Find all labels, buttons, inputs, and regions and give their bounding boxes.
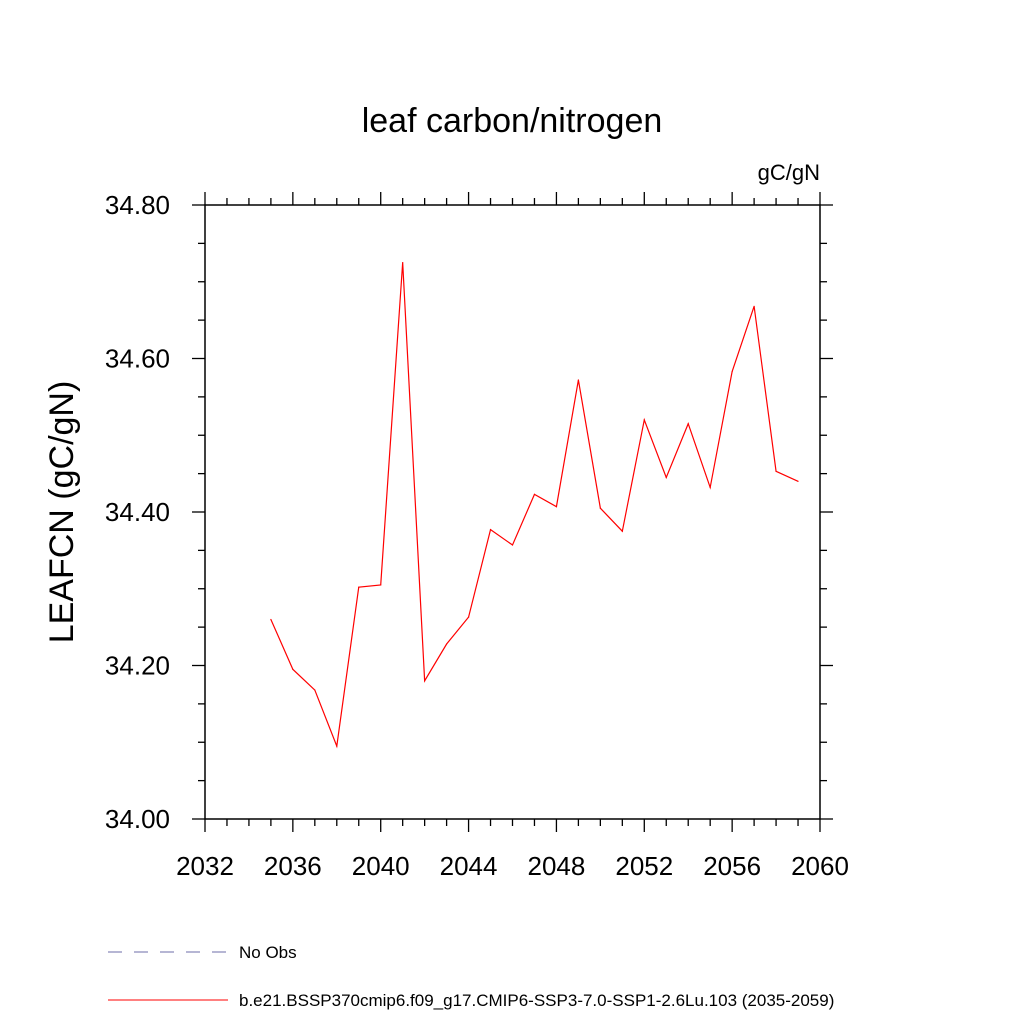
y-tick-label: 34.40 — [105, 497, 170, 527]
legend: No Obs b.e21.BSSP370cmip6.f09_g17.CMIP6-S… — [108, 943, 834, 1010]
data-point — [775, 470, 777, 472]
data-point — [731, 370, 733, 373]
series-layer — [270, 261, 799, 749]
data-point — [533, 493, 536, 495]
data-point — [446, 643, 448, 645]
plot-frame — [204, 204, 821, 820]
y-tick-label: 34.00 — [105, 804, 170, 834]
data-point — [358, 586, 360, 588]
x-tick-label: 2032 — [176, 851, 234, 881]
data-point — [621, 530, 623, 532]
chart-title: leaf carbon/nitrogen — [362, 102, 663, 140]
data-point — [270, 618, 272, 621]
x-tick-label: 2060 — [791, 851, 849, 881]
data-point — [665, 476, 667, 479]
units-label: gC/gN — [758, 160, 820, 185]
x-tick-label: 2044 — [440, 851, 498, 881]
data-point — [402, 261, 404, 264]
y-ticks: 34.00 34.20 34.40 34.60 34.80 — [105, 190, 833, 834]
y-tick-label: 34.80 — [105, 190, 170, 220]
x-ticks: 2032 2036 2040 2044 2048 2052 2056 2060 — [176, 192, 849, 881]
data-point — [577, 379, 579, 381]
data-point — [599, 507, 601, 509]
data-point — [555, 506, 558, 508]
data-point — [467, 616, 470, 618]
legend-label: b.e21.BSSP370cmip6.f09_g17.CMIP6-SSP3-7.… — [239, 991, 834, 1010]
data-point — [292, 668, 294, 670]
data-point — [709, 486, 711, 489]
data-point — [314, 689, 316, 691]
legend-label: No Obs — [239, 943, 297, 962]
x-tick-label: 2056 — [703, 851, 761, 881]
x-tick-label: 2036 — [264, 851, 322, 881]
data-point — [797, 480, 799, 482]
y-axis-label: LEAFCN (gC/gN) — [43, 381, 81, 644]
data-point — [489, 529, 492, 531]
data-point — [380, 584, 382, 586]
x-tick-label: 2048 — [528, 851, 586, 881]
data-point — [643, 419, 645, 421]
data-point — [753, 305, 755, 307]
y-tick-label: 34.60 — [105, 344, 170, 374]
y-tick-label: 34.20 — [105, 651, 170, 681]
x-tick-label: 2040 — [352, 851, 410, 881]
series-line — [270, 262, 799, 749]
data-point — [336, 745, 338, 747]
data-point — [424, 680, 426, 682]
x-tick-label: 2052 — [615, 851, 673, 881]
data-point — [687, 423, 689, 425]
data-point — [511, 544, 514, 546]
